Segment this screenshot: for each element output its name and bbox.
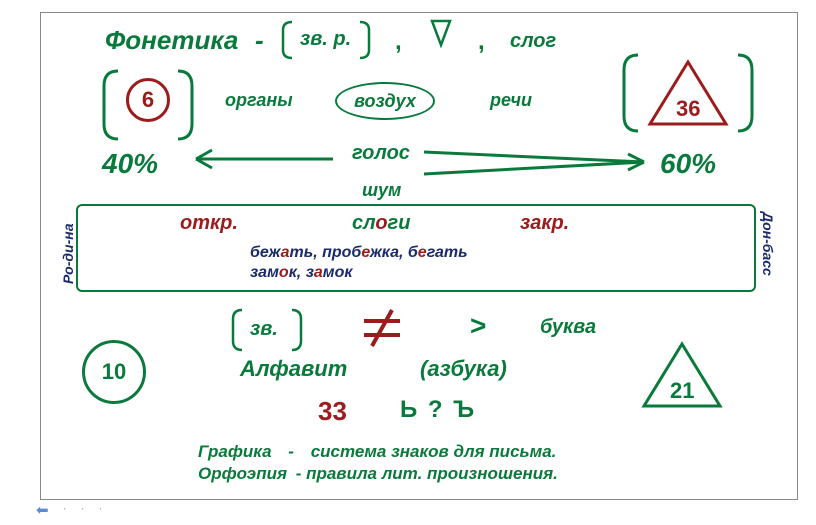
box-line2: бежать, пробежка, бегать — [250, 244, 468, 262]
organy: органы — [225, 90, 293, 111]
slog: слог — [510, 30, 556, 53]
sixty: 60% — [660, 148, 716, 180]
thirtythree: 33 — [318, 396, 347, 427]
right-vertical-label: Дон-басс — [760, 212, 776, 284]
arrow-left-icon — [178, 142, 338, 176]
zakr: закр. — [520, 212, 569, 235]
box-line3: замок, замок — [250, 264, 352, 282]
forty: 40% — [102, 148, 158, 180]
alfavit: Алфавит — [240, 356, 347, 382]
slogi: слоги — [352, 212, 410, 235]
bracket-close3-icon — [290, 308, 304, 352]
big-bracket-open2-icon — [620, 52, 642, 134]
circle-6: 6 — [126, 78, 170, 122]
ten: 10 — [102, 359, 126, 385]
nabla-icon — [430, 18, 452, 48]
shum: шум — [362, 180, 401, 201]
bracket-open-icon — [280, 20, 294, 60]
thirtysix: 36 — [676, 96, 700, 122]
azbuka: (азбука) — [420, 356, 507, 382]
gt: > — [470, 310, 486, 342]
dash: - — [255, 25, 264, 56]
toolbar-dot1: · — [63, 501, 67, 519]
otkr: откр. — [180, 212, 238, 235]
footer-line2: Орфоэпия - правила лит. произношения. — [198, 464, 558, 484]
title: Фонетика — [105, 25, 238, 56]
vozdukh-ellipse: воздух — [335, 82, 435, 120]
big-bracket-open-icon — [100, 68, 122, 142]
comma1: , — [395, 28, 402, 56]
golos: голос — [352, 142, 410, 165]
footer-line1: Графика - система знаков для письма. — [198, 442, 556, 462]
toolbar: ⬅ · · · — [36, 501, 103, 519]
not-equal-icon — [360, 308, 404, 348]
zv: зв. — [250, 318, 278, 341]
big-bracket-close-icon — [174, 68, 196, 142]
arrow-right-icon — [420, 142, 652, 182]
comma2: , — [478, 28, 485, 56]
soft-hard: Ь ? Ъ — [400, 396, 476, 424]
toolbar-dot2: · — [81, 501, 85, 519]
toolbar-dot3: · — [99, 501, 103, 519]
six: 6 — [142, 87, 154, 113]
big-bracket-close2-icon — [734, 52, 756, 134]
twentyone: 21 — [670, 378, 694, 404]
bracket-close-icon — [358, 20, 372, 60]
bracket-open3-icon — [230, 308, 244, 352]
rechi: речи — [490, 90, 532, 111]
circle-10: 10 — [82, 340, 146, 404]
back-icon[interactable]: ⬅ — [36, 501, 49, 519]
bukva: буква — [540, 316, 596, 339]
vozdukh: воздух — [354, 91, 416, 112]
zv-r: зв. р. — [300, 28, 351, 51]
left-vertical-label: Ро-ди-на — [60, 212, 76, 284]
